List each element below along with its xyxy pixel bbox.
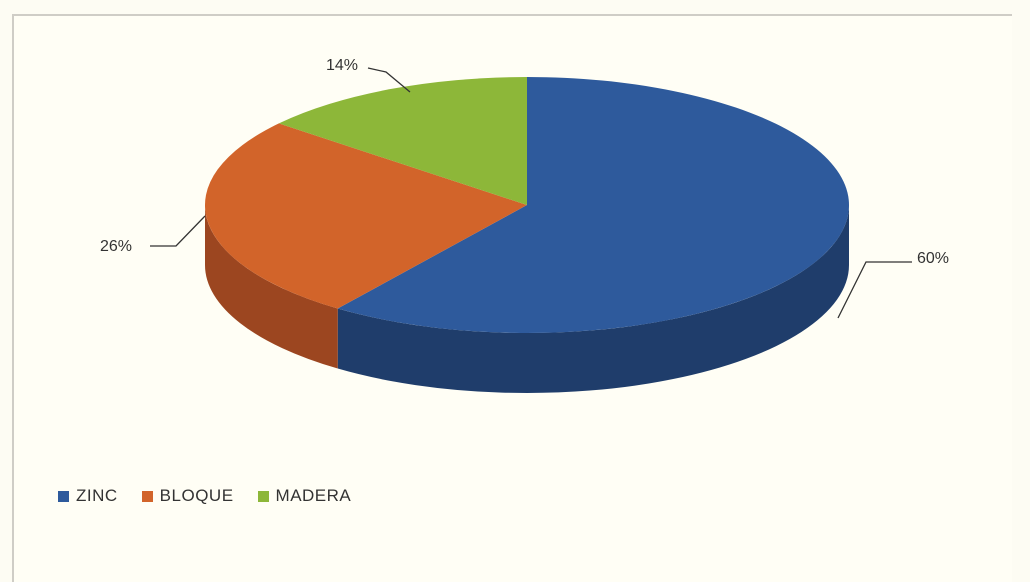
leader-line-zinc <box>838 262 912 318</box>
legend-item-bloque: BLOQUE <box>142 486 234 506</box>
leader-line-bloque <box>150 216 205 246</box>
legend-swatch-zinc <box>58 491 69 502</box>
legend: ZINC BLOQUE MADERA <box>58 486 351 506</box>
legend-label-bloque: BLOQUE <box>160 486 234 506</box>
legend-label-zinc: ZINC <box>76 486 118 506</box>
legend-label-madera: MADERA <box>276 486 352 506</box>
legend-item-zinc: ZINC <box>58 486 118 506</box>
legend-item-madera: MADERA <box>258 486 352 506</box>
legend-swatch-bloque <box>142 491 153 502</box>
data-label-zinc: 60% <box>917 250 949 267</box>
data-label-madera: 14% <box>326 57 358 74</box>
data-label-bloque: 26% <box>100 238 132 255</box>
legend-swatch-madera <box>258 491 269 502</box>
